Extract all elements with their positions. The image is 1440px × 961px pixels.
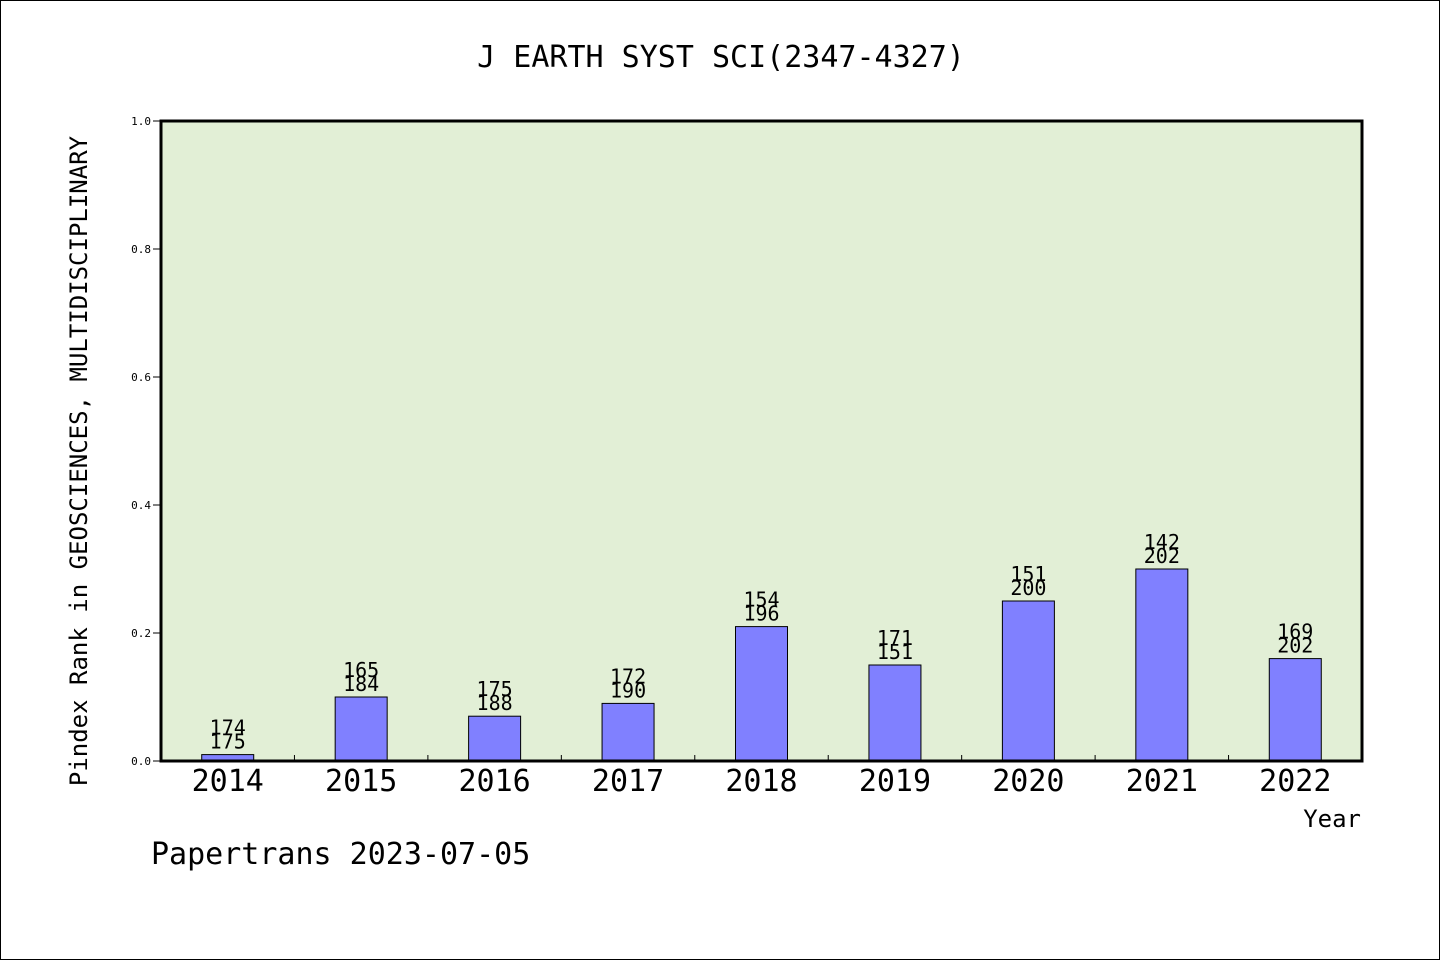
bar-label-top-2017: 172 [610,664,646,688]
x-tick-label-2019: 2019 [859,764,931,799]
y-tick-label: 0.0 [131,755,151,768]
bar-2020 [1001,600,1055,762]
bar-2015 [334,696,388,762]
bar-label-bottom-2016: 188 [477,691,513,715]
bar-2021 [1135,568,1189,762]
bar-label-top-2015: 165 [343,658,379,682]
bar-2018 [735,626,788,762]
y-tick-label: 0.8 [131,243,151,256]
bar-label-bottom-2015: 184 [343,672,379,696]
footer-credit: Papertrans 2023-07-05 [151,837,530,872]
bar-label-top-2020: 151 [1010,562,1046,586]
x-tick-label-2017: 2017 [592,764,664,799]
y-tick-label: 1.0 [131,115,151,128]
bar-label-bottom-2022: 202 [1277,634,1313,658]
bar-label-top-2014: 174 [210,716,246,740]
plot-border [159,119,1364,763]
y-tick-label: 0.4 [131,499,151,512]
bar-label-bottom-2021: 202 [1144,544,1180,568]
y-axis: 0.0 0.2 0.4 0.6 0.8 1.0 [131,115,161,768]
x-tick-label-2016: 2016 [458,764,530,799]
y-axis-label: Pindex Rank in GEOSCIENCES, MULTIDISCIPL… [65,135,93,786]
bar-label-top-2021: 142 [1144,530,1180,554]
bar-label-top-2019: 171 [877,626,913,650]
x-tick-label-2014: 2014 [192,764,264,799]
bar-label-bottom-2020: 200 [1010,576,1046,600]
bar-label-bottom-2019: 151 [877,640,913,664]
bar-2016 [468,715,522,762]
y-tick-label: 0.2 [131,627,151,640]
bar-label-top-2018: 154 [743,588,779,612]
x-tick-label-2018: 2018 [725,764,797,799]
y-tick-label: 0.6 [131,371,151,384]
bar-label-bottom-2018: 196 [743,602,779,626]
x-tick-label-2015: 2015 [325,764,397,799]
x-axis: 2014 2015 2016 2017 2018 2019 2020 2021 2022 [192,755,1331,799]
bar-2017 [601,702,655,762]
bar-2022 [1268,658,1322,762]
bar-label-top-2022: 169 [1277,620,1313,644]
bar-label-bottom-2014: 175 [210,730,246,754]
x-tick-label-2022: 2022 [1259,764,1331,799]
x-tick-label-2020: 2020 [992,764,1064,799]
bar-label-top-2016: 175 [477,677,513,701]
x-axis-label: Year [1303,805,1361,833]
chart-title: J EARTH SYST SCI(2347-4327) [477,40,965,75]
bar-label-bottom-2017: 190 [610,678,646,702]
bar-2019 [868,664,922,762]
x-tick-label-2021: 2021 [1126,764,1198,799]
